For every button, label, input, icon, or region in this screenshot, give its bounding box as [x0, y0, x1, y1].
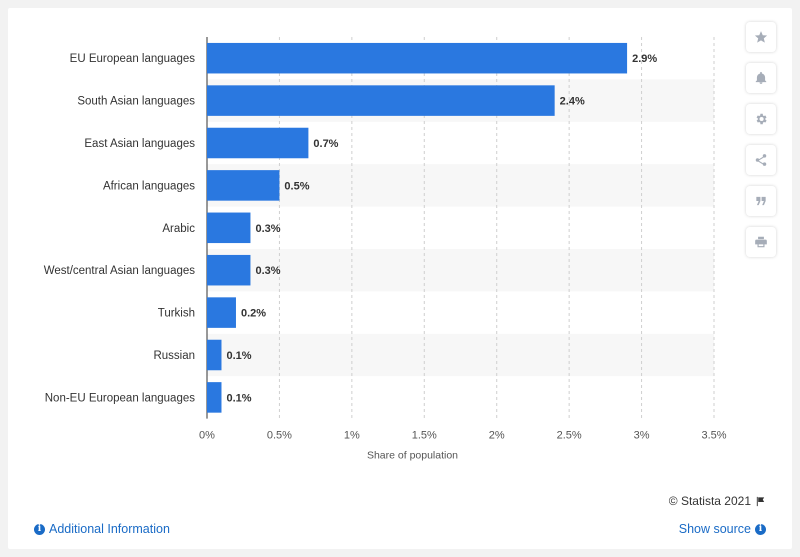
- statista-credit[interactable]: © Statista 2021: [669, 494, 766, 508]
- star-icon: [754, 31, 768, 43]
- category-label: West/central Asian languages: [44, 265, 196, 277]
- bar: [207, 339, 222, 371]
- data-label: 0.7%: [313, 138, 338, 150]
- data-label: 0.3%: [255, 223, 280, 235]
- bar: [207, 254, 251, 286]
- data-label: 0.2%: [241, 308, 266, 320]
- category-label: Arabic: [162, 223, 195, 235]
- cite-button[interactable]: [746, 186, 776, 216]
- credit-text: © Statista 2021: [668, 494, 751, 508]
- additional-information-link[interactable]: i Additional Information: [34, 522, 170, 536]
- category-label: East Asian languages: [84, 138, 195, 150]
- show-source-link[interactable]: Show source i: [679, 522, 766, 536]
- print-button[interactable]: [746, 227, 776, 257]
- x-tick-label: 0%: [199, 430, 215, 442]
- x-tick-label: 2%: [489, 430, 505, 442]
- info-icon: i: [34, 523, 45, 535]
- info-icon: i: [755, 523, 766, 535]
- row-band: [207, 164, 714, 207]
- bar: [207, 212, 251, 244]
- category-label: Turkish: [158, 308, 195, 320]
- notification-button[interactable]: [746, 63, 776, 93]
- x-tick-label: 1.5%: [412, 430, 437, 442]
- bar: [207, 297, 236, 328]
- x-tick-label: 3.5%: [701, 430, 726, 442]
- share-icon: [755, 154, 767, 166]
- chart-card: 0% 0.5% 1% 1.5% 2% 2.5% 3% 3.5% EU European lang…: [8, 8, 792, 549]
- favorite-button[interactable]: [746, 22, 776, 52]
- category-label: Russian: [153, 350, 195, 362]
- x-tick-label: 3%: [634, 430, 650, 442]
- additional-information-label: Additional Information: [49, 522, 170, 536]
- x-tick-label: 2.5%: [557, 430, 582, 442]
- data-label: 0.1%: [226, 392, 251, 404]
- x-tick-label: 1%: [344, 430, 360, 442]
- category-label: EU European languages: [70, 53, 196, 65]
- bar: [207, 382, 222, 413]
- share-button[interactable]: [746, 145, 776, 175]
- flag-icon: [756, 496, 765, 506]
- bell-icon: [755, 71, 767, 84]
- data-label: 0.5%: [284, 180, 309, 192]
- x-tick-label: 0.5%: [267, 430, 292, 442]
- x-axis-title: Share of population: [367, 450, 458, 462]
- bar: [207, 170, 280, 201]
- print-icon: [755, 236, 767, 248]
- show-source-label: Show source: [678, 522, 751, 536]
- gear-icon: [756, 113, 767, 125]
- data-label: 0.1%: [226, 350, 251, 362]
- side-toolbar: [746, 22, 776, 268]
- quote-icon: [756, 196, 766, 206]
- category-label: African languages: [103, 180, 195, 192]
- row-band: [207, 333, 714, 377]
- data-label: 0.3%: [255, 265, 280, 277]
- category-label: Non-EU European languages: [45, 392, 195, 404]
- bar-chart: 0% 0.5% 1% 1.5% 2% 2.5% 3% 3.5% EU European lang…: [44, 37, 727, 462]
- data-label: 2.4%: [560, 96, 585, 108]
- category-label: South Asian languages: [77, 96, 195, 108]
- data-label: 2.9%: [632, 53, 657, 65]
- bar: [207, 85, 555, 116]
- row-band: [207, 249, 714, 292]
- settings-button[interactable]: [746, 104, 776, 134]
- bar: [207, 127, 309, 159]
- bar: [207, 42, 628, 74]
